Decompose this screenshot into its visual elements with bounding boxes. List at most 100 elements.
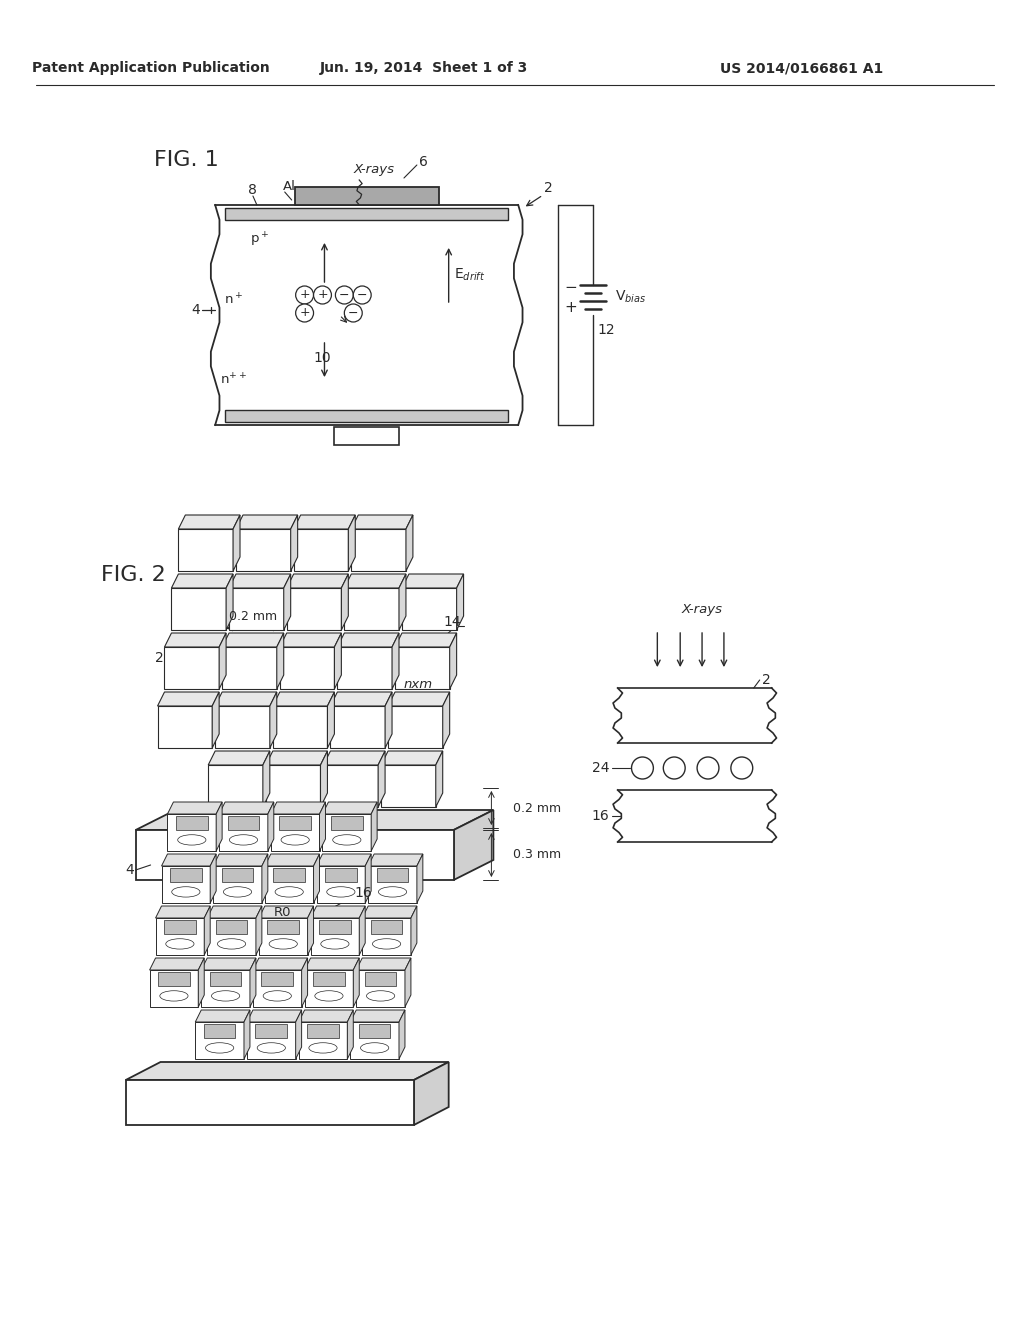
Text: p$^+$: p$^+$	[250, 231, 269, 249]
Polygon shape	[280, 634, 341, 647]
Ellipse shape	[160, 991, 188, 1001]
Polygon shape	[158, 692, 219, 706]
Bar	[273, 869, 305, 882]
Polygon shape	[229, 574, 291, 587]
Ellipse shape	[257, 1043, 286, 1053]
Polygon shape	[233, 515, 240, 572]
Polygon shape	[457, 574, 464, 630]
Bar	[319, 920, 351, 935]
Polygon shape	[348, 515, 355, 572]
Bar	[295, 187, 438, 205]
Polygon shape	[219, 803, 273, 814]
Text: 2: 2	[155, 651, 164, 665]
Polygon shape	[150, 958, 204, 970]
Bar	[204, 1024, 236, 1038]
Polygon shape	[199, 958, 204, 1007]
Polygon shape	[392, 634, 399, 689]
Polygon shape	[353, 958, 359, 1007]
Polygon shape	[369, 854, 423, 866]
Bar	[324, 766, 378, 807]
Text: 14: 14	[443, 615, 462, 630]
Bar	[171, 587, 226, 630]
Polygon shape	[399, 1010, 404, 1059]
Ellipse shape	[373, 939, 400, 949]
Bar	[362, 917, 411, 954]
Ellipse shape	[263, 991, 292, 1001]
Circle shape	[336, 286, 353, 304]
Bar	[176, 816, 208, 830]
Circle shape	[344, 304, 362, 322]
Polygon shape	[272, 692, 335, 706]
Text: FIG. 1: FIG. 1	[154, 150, 218, 170]
Polygon shape	[219, 634, 226, 689]
Text: 12: 12	[598, 323, 615, 337]
Polygon shape	[337, 634, 399, 647]
Polygon shape	[385, 692, 392, 748]
Bar	[272, 706, 328, 748]
Polygon shape	[378, 751, 385, 807]
Bar	[255, 1024, 287, 1038]
Polygon shape	[135, 810, 494, 830]
Text: Patent Application Publication: Patent Application Publication	[32, 61, 269, 75]
Bar	[156, 917, 204, 954]
Ellipse shape	[217, 939, 246, 949]
Ellipse shape	[367, 991, 394, 1001]
Polygon shape	[321, 751, 328, 807]
Text: X-rays: X-rays	[682, 603, 723, 616]
Text: Jun. 19, 2014  Sheet 1 of 3: Jun. 19, 2014 Sheet 1 of 3	[319, 61, 528, 75]
Text: E$_{drift}$: E$_{drift}$	[454, 267, 485, 284]
Text: 16: 16	[354, 886, 372, 900]
Bar	[344, 587, 399, 630]
Text: 2: 2	[762, 673, 770, 686]
Circle shape	[353, 286, 371, 304]
Ellipse shape	[281, 834, 309, 845]
Bar	[216, 920, 248, 935]
Circle shape	[664, 756, 685, 779]
Polygon shape	[196, 1010, 250, 1022]
Polygon shape	[366, 854, 371, 903]
Ellipse shape	[206, 1043, 233, 1053]
Polygon shape	[347, 1010, 353, 1059]
Circle shape	[296, 286, 313, 304]
Text: 2: 2	[544, 181, 552, 195]
Polygon shape	[208, 751, 269, 766]
Bar	[287, 587, 341, 630]
Bar	[253, 970, 302, 1007]
Bar	[395, 647, 450, 689]
Bar	[335, 426, 399, 445]
Polygon shape	[270, 803, 326, 814]
Ellipse shape	[309, 1043, 337, 1053]
Ellipse shape	[172, 887, 200, 898]
Polygon shape	[454, 810, 494, 880]
Polygon shape	[266, 751, 328, 766]
Ellipse shape	[275, 887, 303, 898]
Bar	[222, 647, 276, 689]
Polygon shape	[404, 958, 411, 1007]
Polygon shape	[331, 692, 392, 706]
Bar	[402, 587, 457, 630]
Polygon shape	[399, 574, 406, 630]
Polygon shape	[212, 692, 219, 748]
Bar	[215, 706, 269, 748]
Ellipse shape	[229, 834, 258, 845]
Bar	[225, 209, 508, 220]
Polygon shape	[316, 854, 371, 866]
Polygon shape	[310, 906, 366, 917]
Bar	[150, 970, 199, 1007]
Polygon shape	[307, 906, 313, 954]
Polygon shape	[442, 692, 450, 748]
Polygon shape	[359, 906, 366, 954]
Polygon shape	[259, 906, 313, 917]
Polygon shape	[341, 574, 348, 630]
Text: 10: 10	[313, 351, 332, 366]
Polygon shape	[215, 692, 276, 706]
Polygon shape	[256, 906, 262, 954]
Bar	[266, 766, 321, 807]
Polygon shape	[165, 634, 226, 647]
Polygon shape	[402, 574, 464, 587]
Polygon shape	[178, 515, 240, 529]
Text: 4: 4	[191, 304, 201, 317]
Bar	[219, 814, 268, 851]
Text: nxm: nxm	[403, 678, 433, 692]
Ellipse shape	[379, 887, 407, 898]
